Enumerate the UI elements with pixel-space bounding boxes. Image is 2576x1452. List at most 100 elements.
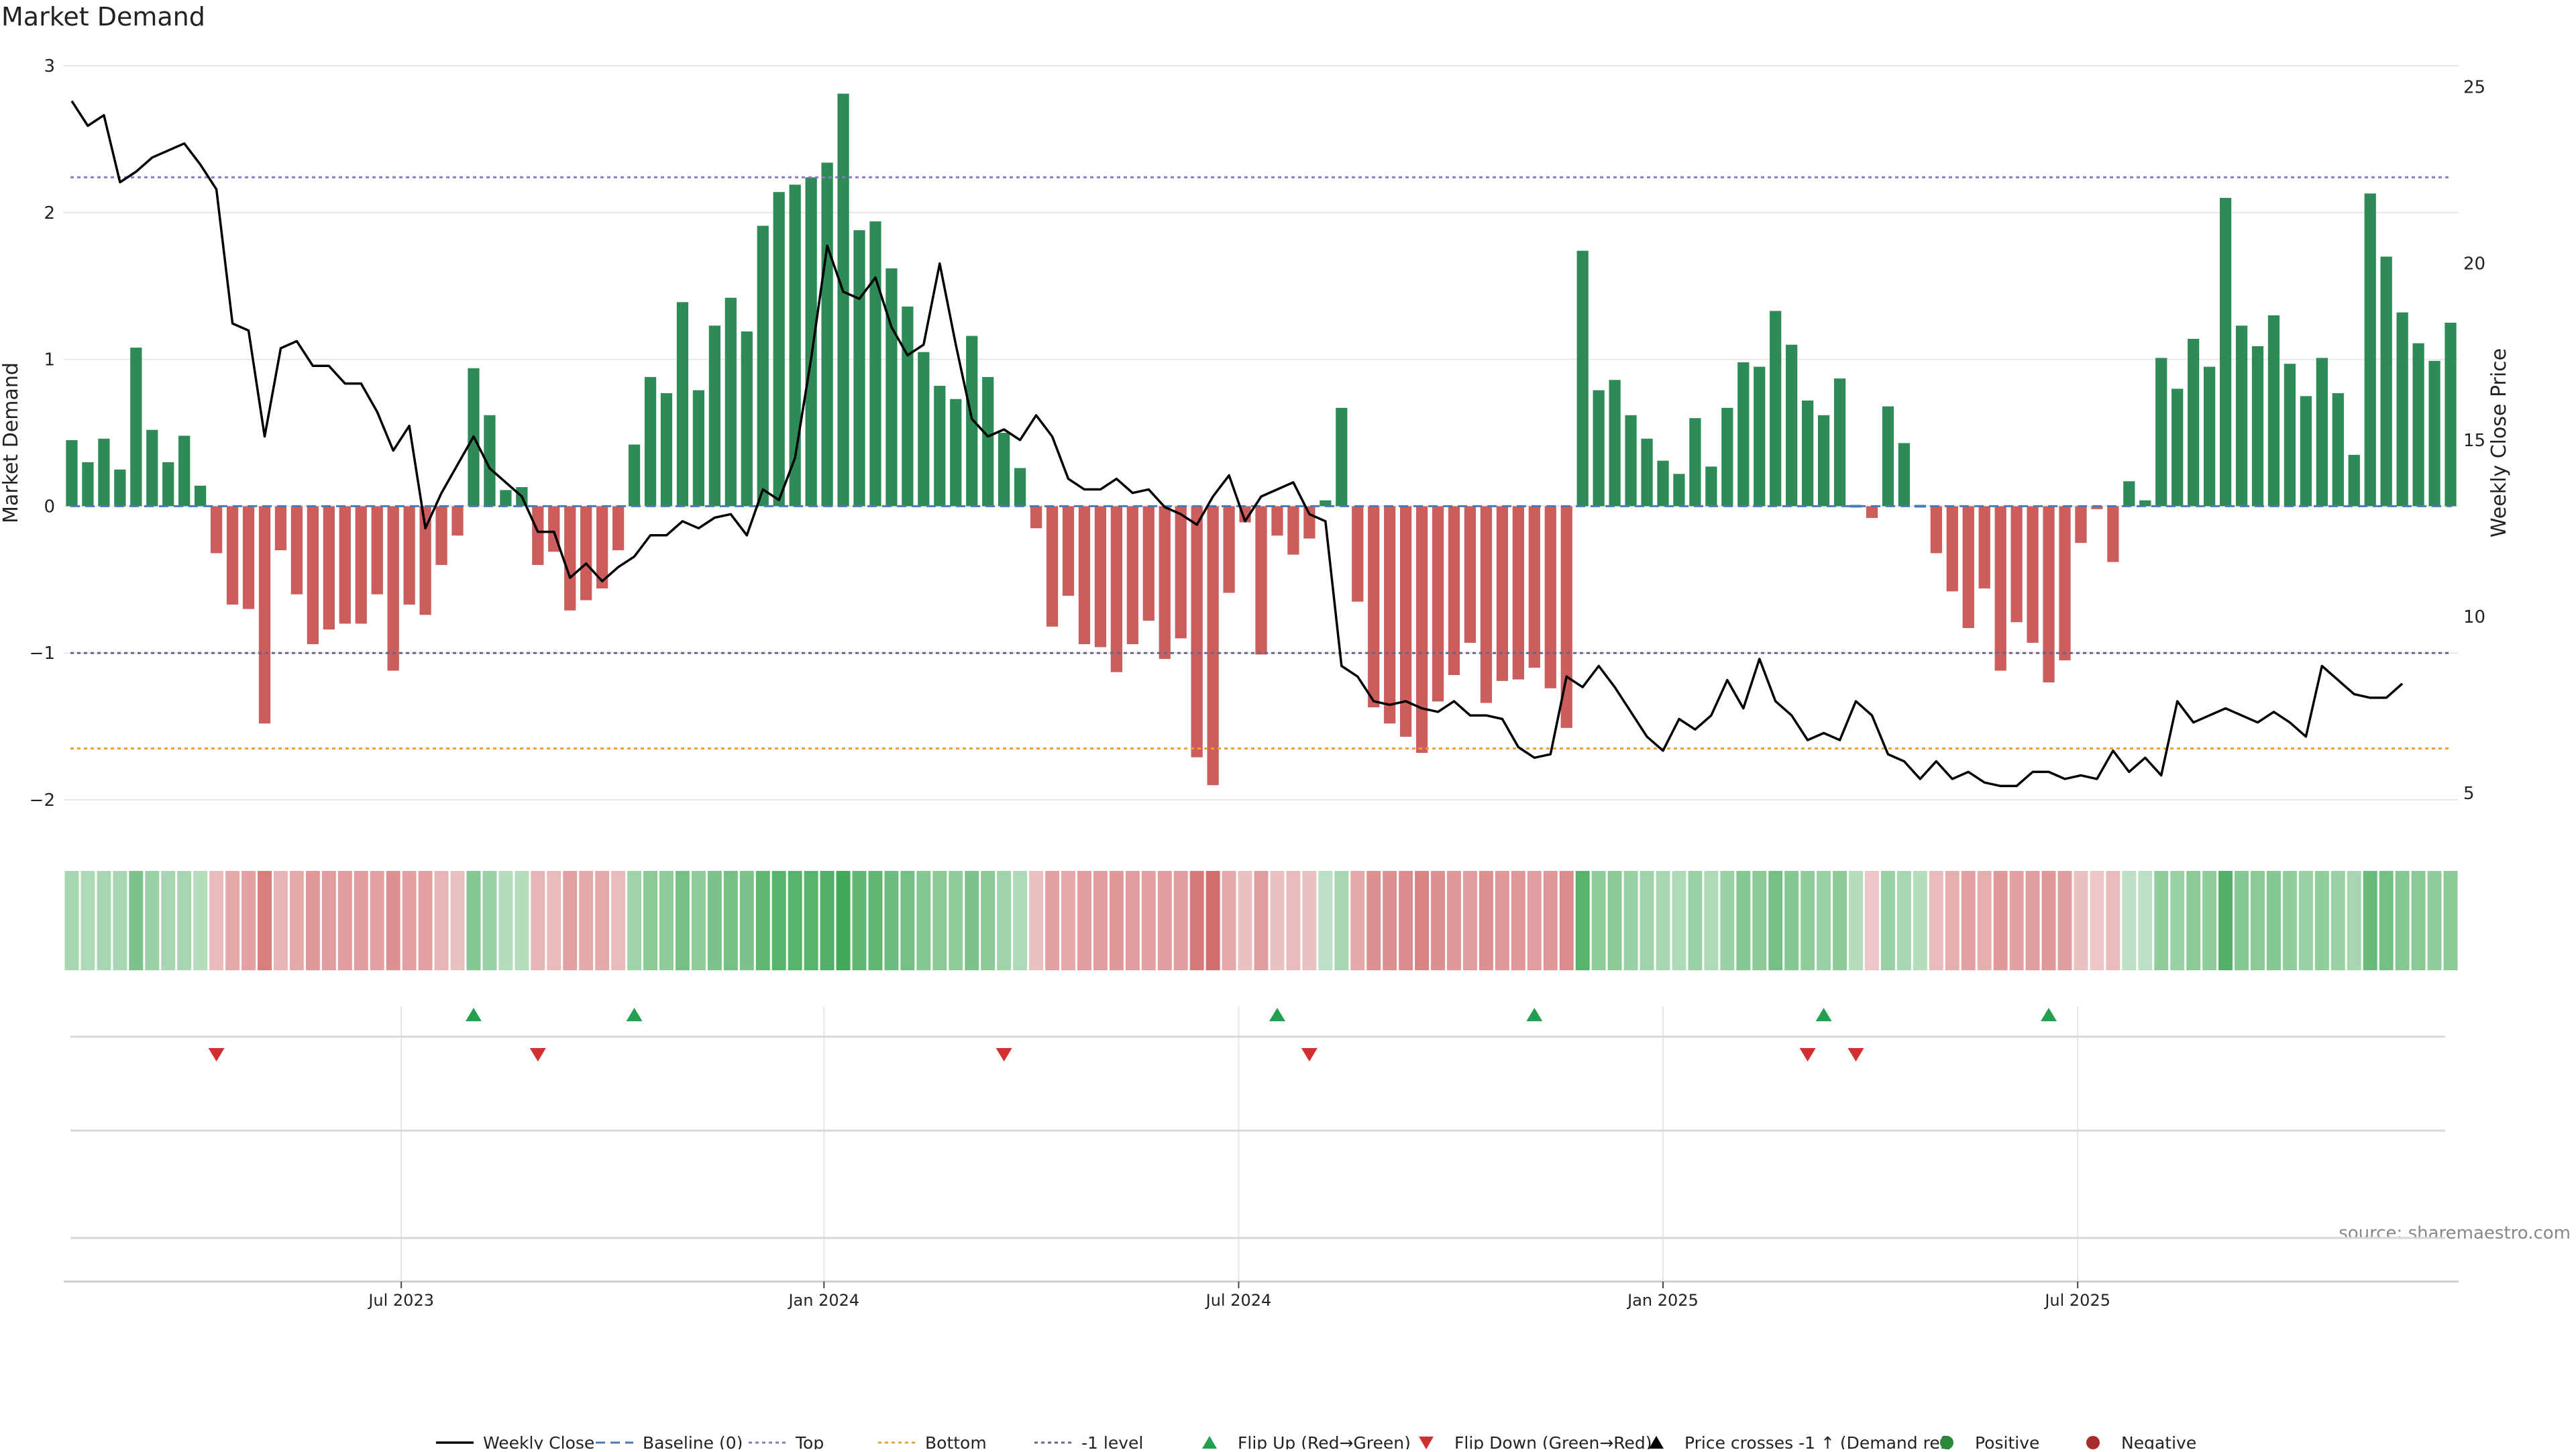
strip-cell xyxy=(2266,871,2281,970)
strip-cell xyxy=(1993,871,2008,970)
demand-bar-negative xyxy=(532,506,544,565)
demand-bar-positive xyxy=(805,177,817,507)
demand-bar-positive xyxy=(1786,344,1798,507)
strip-cell xyxy=(1768,871,1783,970)
strip-cell xyxy=(1173,871,1188,970)
strip-cell xyxy=(1704,871,1719,970)
demand-bar-positive xyxy=(1576,250,1589,507)
strip-cell xyxy=(611,871,626,970)
demand-bar-negative xyxy=(1207,506,1219,786)
strip-cell xyxy=(1559,871,1574,970)
strip-cell xyxy=(595,871,610,970)
strip-cell xyxy=(531,871,545,970)
strip-cell xyxy=(1334,871,1349,970)
demand-bar-negative xyxy=(1191,506,1203,758)
demand-bar-positive xyxy=(708,325,720,507)
strip-cell xyxy=(1077,871,1091,970)
strip-cell xyxy=(1350,871,1365,970)
strip-cell xyxy=(1415,871,1430,970)
strip-cell xyxy=(241,871,256,970)
demand-bar-negative xyxy=(1480,506,1493,703)
strip-cell xyxy=(354,871,368,970)
strip-cell xyxy=(1511,871,1525,970)
strip-cell xyxy=(2411,871,2426,970)
strip-cell xyxy=(1543,871,1558,970)
strip-cell xyxy=(2041,871,2056,970)
grid-layer xyxy=(64,65,2459,1283)
strip-cell xyxy=(852,871,867,970)
strip-cell xyxy=(2122,871,2137,970)
strip-cell xyxy=(209,871,224,970)
strip-cell xyxy=(289,871,304,970)
demand-bar-negative xyxy=(1978,506,1990,588)
strip-cell xyxy=(2251,871,2265,970)
demand-bar-negative xyxy=(1560,506,1572,728)
strip-cell xyxy=(225,871,240,970)
strip-cell xyxy=(1205,871,1220,970)
demand-bar-positive xyxy=(773,192,785,507)
demand-bar-positive xyxy=(934,386,946,507)
y-tick-label: 2 xyxy=(44,203,55,223)
strip-cell xyxy=(1222,871,1236,970)
y2-tick-label: 25 xyxy=(2463,78,2485,98)
strip-cell xyxy=(97,871,111,970)
strip-cell xyxy=(579,871,594,970)
strip-cell xyxy=(145,871,160,970)
demand-bar-positive xyxy=(2235,325,2248,507)
strip-cell xyxy=(884,871,899,970)
y-tick-label: 0 xyxy=(44,497,55,517)
strip-cell xyxy=(563,871,578,970)
flip-up-marker xyxy=(465,1008,482,1021)
strip-cell xyxy=(1302,871,1317,970)
strip-cell xyxy=(836,871,851,970)
legend-label: Weekly Close xyxy=(483,1433,594,1449)
strip-cell xyxy=(418,871,433,970)
demand-bar-positive xyxy=(660,393,673,507)
demand-bar-positive xyxy=(484,415,496,507)
flip-up-marker xyxy=(1815,1008,1832,1021)
strip-cell xyxy=(1383,871,1397,970)
strip-cell xyxy=(2154,871,2169,970)
strip-cell xyxy=(1238,871,1252,970)
strip-cell xyxy=(1961,871,1976,970)
strip-cell xyxy=(1591,871,1606,970)
strip-cell xyxy=(949,871,963,970)
demand-bar-negative xyxy=(1384,506,1396,724)
demand-bar-positive xyxy=(998,433,1010,507)
demand-bar-negative xyxy=(2091,506,2103,509)
strip-cell xyxy=(1752,871,1767,970)
strip-cell xyxy=(739,871,754,970)
legend-label: Price crosses -1 ↑ (Demand ref) xyxy=(1684,1433,1952,1449)
strip-cell xyxy=(498,871,513,970)
strip-cell xyxy=(771,871,786,970)
demand-bar-positive xyxy=(162,462,174,507)
demand-bar-positive xyxy=(821,162,833,507)
strip-cell xyxy=(2009,871,2024,970)
demand-bar-positive xyxy=(789,185,801,507)
strip-cell xyxy=(547,871,561,970)
demand-bar-positive xyxy=(130,348,142,507)
demand-bar-positive xyxy=(982,376,994,507)
demand-bar-positive xyxy=(195,485,207,507)
demand-bar-negative xyxy=(1352,506,1364,602)
x-tick-label: Jul 2023 xyxy=(367,1291,434,1310)
legend-swatch-negative xyxy=(2086,1436,2100,1449)
demand-bar-positive xyxy=(1336,407,1348,507)
strip-cell xyxy=(370,871,384,970)
legend: Weekly Close Baseline (0) Top Bottom -1 leve… xyxy=(436,1433,2196,1452)
demand-bar-positive xyxy=(757,225,769,507)
strip-cell xyxy=(2074,871,2088,970)
flip-up-marker xyxy=(626,1008,643,1021)
demand-bar-positive xyxy=(2380,256,2392,507)
demand-bar-negative xyxy=(1432,506,1444,702)
demand-bar-negative xyxy=(1303,506,1316,539)
demand-bar-negative xyxy=(1046,506,1059,627)
strip-cell xyxy=(2025,871,2040,970)
strip-cell xyxy=(1366,871,1381,970)
demand-bar-positive xyxy=(2445,322,2457,507)
demand-bar-negative xyxy=(2107,506,2119,562)
strip-cell xyxy=(1623,871,1638,970)
demand-bar-positive xyxy=(2300,396,2312,507)
strip-cell xyxy=(1045,871,1060,970)
strip-cell xyxy=(2202,871,2217,970)
